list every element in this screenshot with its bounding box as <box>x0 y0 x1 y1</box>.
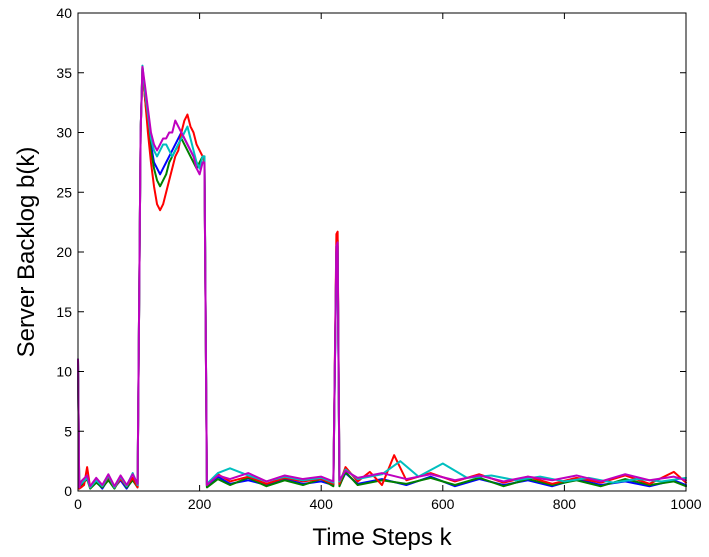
x-tick-label: 1000 <box>670 496 701 512</box>
y-axis-ticks: 0 5 10 15 20 25 30 35 40 <box>56 5 686 499</box>
y-tick-label: 5 <box>64 423 72 439</box>
y-tick-label: 15 <box>56 304 72 320</box>
series-line-4 <box>77 64 687 489</box>
x-tick-label: 800 <box>553 496 577 512</box>
x-axis-ticks: 0 200 400 600 800 1000 <box>74 13 702 512</box>
x-tick-label: 0 <box>74 496 82 512</box>
x-tick-label: 400 <box>310 496 334 512</box>
y-tick-label: 20 <box>56 244 72 260</box>
series-line-1 <box>77 66 687 490</box>
plot-lines <box>77 64 687 490</box>
series-line-5 <box>77 65 687 489</box>
y-tick-label: 30 <box>56 125 72 141</box>
y-tick-label: 40 <box>56 5 72 21</box>
series-line-2 <box>77 65 687 490</box>
y-tick-label: 0 <box>64 483 72 499</box>
x-tick-label: 200 <box>188 496 212 512</box>
y-tick-label: 35 <box>56 65 72 81</box>
y-axis-label: Server Backlog b(k) <box>13 147 40 358</box>
x-tick-label: 600 <box>431 496 455 512</box>
y-tick-label: 10 <box>56 364 72 380</box>
x-axis-label: Time Steps k <box>312 524 452 551</box>
y-tick-label: 25 <box>56 184 72 200</box>
plot-frame <box>77 12 687 492</box>
